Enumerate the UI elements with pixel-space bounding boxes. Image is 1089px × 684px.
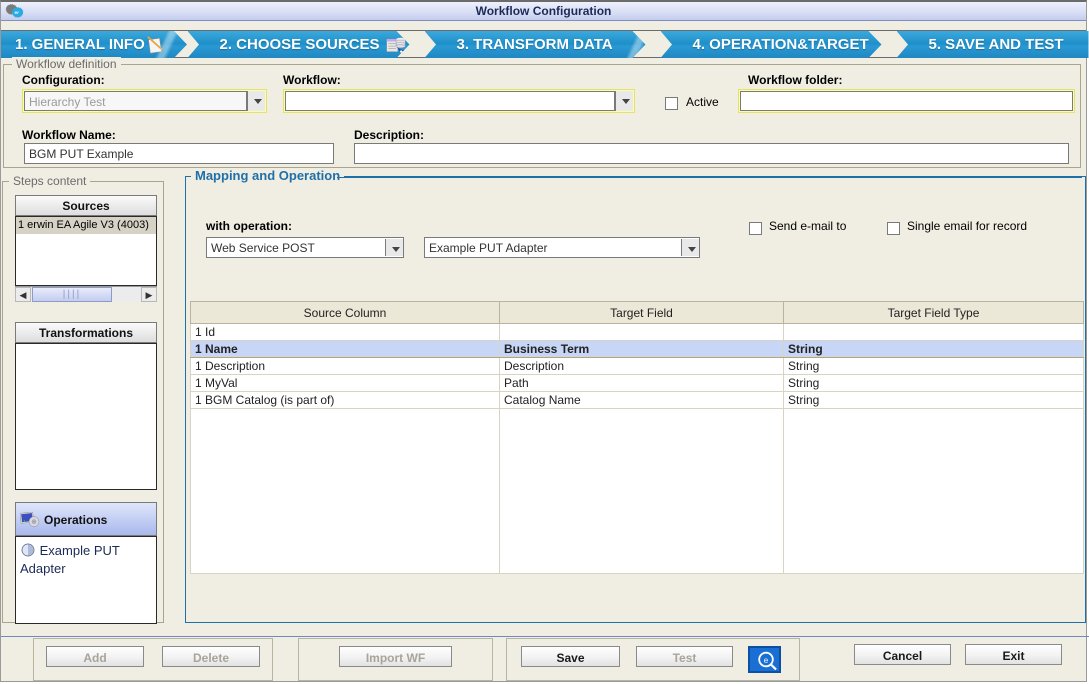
- svg-text:e: e: [764, 656, 769, 665]
